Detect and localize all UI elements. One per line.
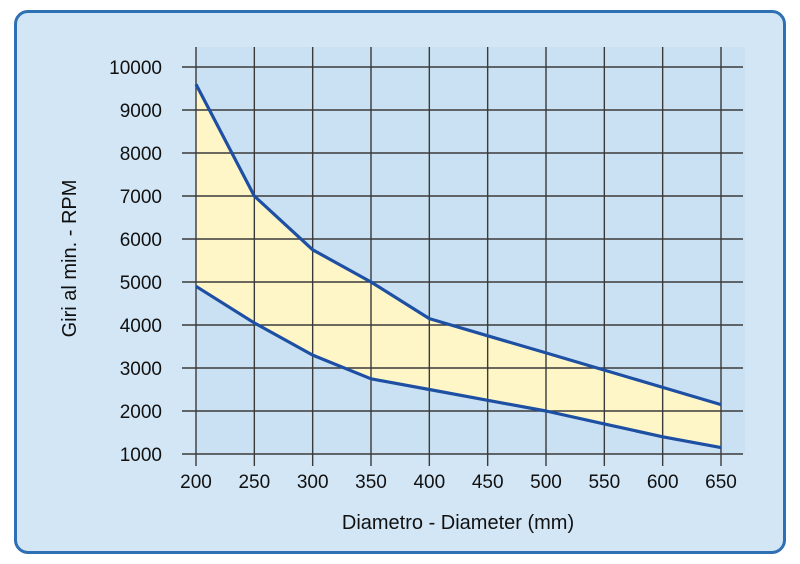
x-tick-label: 550 — [588, 472, 620, 493]
y-tick-label: 9000 — [120, 101, 162, 122]
x-tick-label: 300 — [297, 472, 329, 493]
y-tick-label: 6000 — [120, 230, 162, 251]
x-axis-title: Diametro - Diameter (mm) — [342, 512, 574, 534]
x-tick-label: 250 — [238, 472, 270, 493]
x-tick-label: 450 — [472, 472, 504, 493]
y-tick-label: 5000 — [120, 273, 162, 294]
x-tick-label: 650 — [705, 472, 737, 493]
rpm-range-band — [196, 84, 721, 448]
y-tick-label: 10000 — [109, 58, 162, 79]
x-tick-label: 350 — [355, 472, 387, 493]
x-tick-label: 500 — [530, 472, 562, 493]
y-axis-title: Giri al min. - RPM — [59, 180, 81, 338]
upper-limit-line — [194, 83, 722, 407]
x-tick-label: 400 — [413, 472, 445, 493]
y-tick-label: 3000 — [120, 359, 162, 380]
y-tick-label: 2000 — [120, 402, 162, 423]
y-tick-label: 4000 — [120, 316, 162, 337]
x-tick-label: 600 — [647, 472, 679, 493]
lower-limit-line — [195, 284, 722, 450]
y-tick-label: 1000 — [120, 445, 162, 466]
y-tick-label: 8000 — [120, 144, 162, 165]
y-tick-label: 7000 — [120, 187, 162, 208]
x-tick-label: 200 — [180, 472, 212, 493]
